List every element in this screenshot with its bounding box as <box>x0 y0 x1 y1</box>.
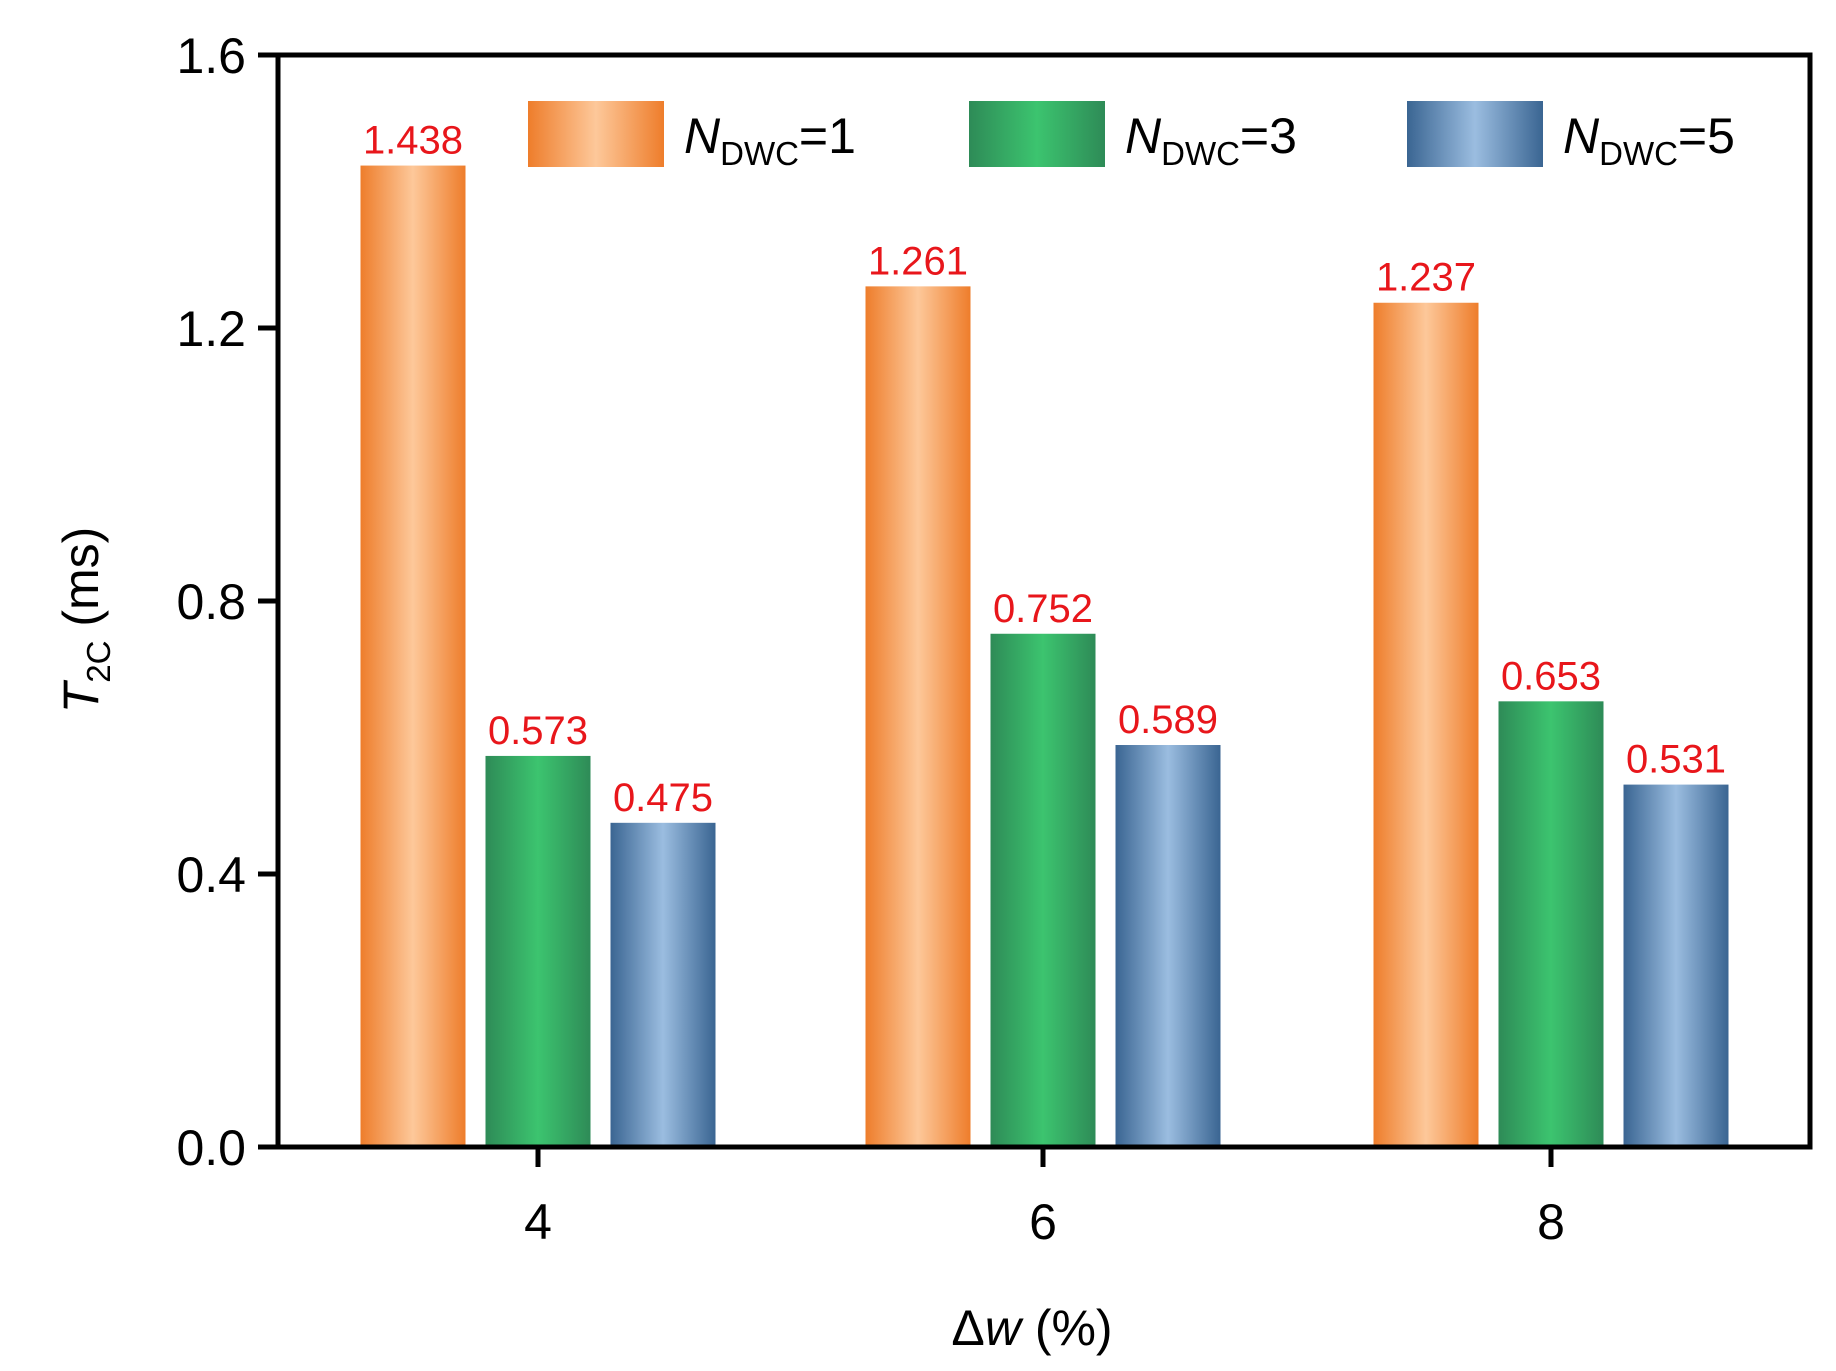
legend-label-2: NDWC=3 <box>1125 108 1297 172</box>
data-label-s2-c4: 0.573 <box>488 709 588 753</box>
y-tick-label-1.2: 1.2 <box>176 301 246 357</box>
data-label-s2-c8: 0.653 <box>1501 654 1601 698</box>
y-tick-label-1.6: 1.6 <box>176 28 246 84</box>
legend-swatch-3 <box>1407 101 1543 167</box>
bar-s1-c8 <box>1373 302 1479 1147</box>
data-label-s3-c6: 0.589 <box>1118 698 1218 742</box>
legend-swatch-2 <box>969 101 1105 167</box>
y-axis-label: T2C (ms) <box>53 527 117 714</box>
bar-s2-c8 <box>1498 701 1604 1147</box>
legend: NDWC=1 NDWC=3 NDWC=5 <box>528 101 1735 172</box>
x-tick-label-8: 8 <box>1537 1194 1565 1250</box>
bar-s2-c6 <box>990 633 1096 1147</box>
legend-label-1: NDWC=1 <box>684 108 856 172</box>
data-label-s1-c8: 1.237 <box>1376 256 1476 300</box>
y-axis: 0.0 0.4 0.8 1.2 1.6 <box>176 28 278 1176</box>
data-labels-layer: 1.438 1.261 1.237 0.573 0.752 0.653 0.475 0.589… <box>363 119 1726 820</box>
data-label-s3-c8: 0.531 <box>1626 738 1726 782</box>
bar-s1-c6 <box>865 286 971 1147</box>
legend-swatch-1 <box>528 101 664 167</box>
x-tick-label-6: 6 <box>1029 1194 1057 1250</box>
legend-label-3: NDWC=5 <box>1563 108 1735 172</box>
x-axis-label: Δw (%) <box>951 1300 1112 1356</box>
y-tick-label-0.4: 0.4 <box>176 847 246 903</box>
data-label-s1-c6: 1.261 <box>868 239 968 283</box>
data-label-s3-c4: 0.475 <box>613 776 713 820</box>
bar-s3-c6 <box>1115 745 1221 1147</box>
bars-layer <box>360 165 1729 1147</box>
x-tick-label-4: 4 <box>524 1194 552 1250</box>
x-axis: 4 6 8 <box>524 1147 1565 1250</box>
y-tick-label-0.0: 0.0 <box>176 1120 246 1176</box>
data-label-s1-c4: 1.438 <box>363 119 463 163</box>
bar-s1-c4 <box>360 165 466 1147</box>
bar-s2-c4 <box>485 755 591 1147</box>
y-tick-label-0.8: 0.8 <box>176 574 246 630</box>
bar-s3-c8 <box>1623 784 1729 1147</box>
bar-s3-c4 <box>610 822 716 1147</box>
data-label-s2-c6: 0.752 <box>993 587 1093 631</box>
